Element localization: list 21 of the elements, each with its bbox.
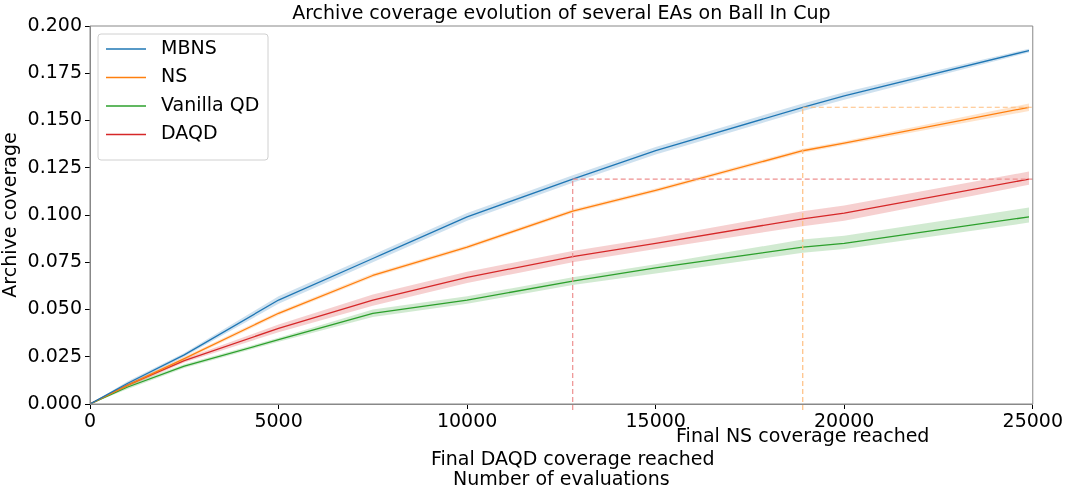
y-tick-label: 0.025 bbox=[27, 343, 82, 366]
x-tick-label: 0 bbox=[83, 409, 97, 432]
chart-title: Archive coverage evolution of several EAs on Ball In Cup bbox=[292, 0, 831, 23]
x-tick-label: 25000 bbox=[1002, 409, 1064, 432]
y-tick-label: 0.125 bbox=[27, 154, 82, 177]
y-tick-label: 0.200 bbox=[27, 12, 82, 35]
ref-line-label: Final DAQD coverage reached bbox=[430, 446, 715, 469]
y-tick-label: 0.175 bbox=[27, 60, 82, 83]
legend-label: MBNS bbox=[161, 35, 217, 58]
legend-label: Vanilla QD bbox=[161, 92, 260, 115]
x-tick-label: 10000 bbox=[436, 409, 498, 432]
y-tick-label: 0.050 bbox=[27, 296, 82, 319]
y-axis-title: Archive coverage bbox=[0, 132, 21, 298]
x-tick-label: 5000 bbox=[254, 409, 303, 432]
y-tick-label: 0.100 bbox=[27, 201, 82, 224]
legend-label: DAQD bbox=[161, 121, 218, 144]
x-tick-label: 20000 bbox=[814, 409, 875, 432]
y-tick-label: 0.150 bbox=[27, 107, 82, 130]
y-tick-label: 0.075 bbox=[27, 249, 82, 272]
legend-label: NS bbox=[161, 64, 188, 87]
y-tick-label: 0.000 bbox=[27, 390, 82, 413]
